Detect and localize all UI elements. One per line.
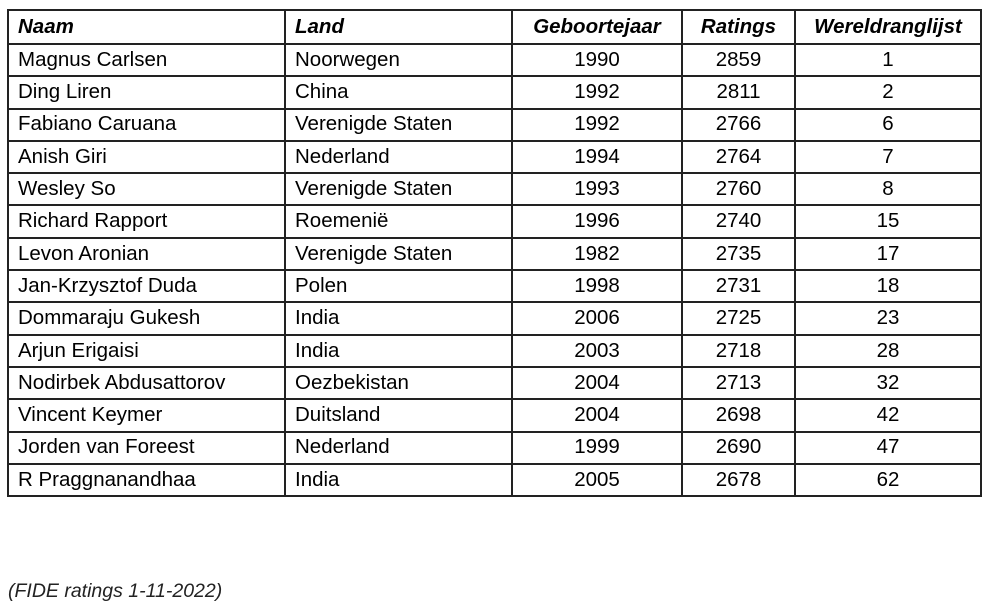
cell-wereldranglijst: 2 [794, 75, 982, 110]
table-row: Jan-Krzysztof Duda Polen 1998 2731 18 [7, 269, 982, 304]
cell-land: Duitsland [284, 398, 513, 433]
cell-rating: 2764 [681, 139, 796, 175]
table-row: Nodirbek Abdusattorov Oezbekistan 2004 2… [7, 365, 982, 401]
cell-land: China [284, 75, 513, 110]
cell-naam: Nodirbek Abdusattorov [7, 365, 286, 401]
cell-rating: 2735 [681, 236, 796, 272]
table-row: Anish Giri Nederland 1994 2764 7 [7, 139, 982, 175]
cell-wereldranglijst: 23 [794, 301, 982, 336]
cell-geboortejaar: 2004 [511, 365, 683, 401]
cell-rating: 2678 [681, 462, 796, 498]
cell-land: Nederland [284, 139, 513, 175]
cell-geboortejaar: 1990 [511, 42, 683, 78]
table-row: Wesley So Verenigde Staten 1993 2760 8 [7, 172, 982, 207]
cell-geboortejaar: 2003 [511, 333, 683, 368]
cell-rating: 2859 [681, 42, 796, 78]
cell-geboortejaar: 1992 [511, 75, 683, 110]
cell-land: Verenigde Staten [284, 107, 513, 142]
cell-wereldranglijst: 28 [794, 333, 982, 368]
cell-wereldranglijst: 32 [794, 365, 982, 401]
header-naam: Naam [7, 9, 286, 45]
cell-geboortejaar: 1998 [511, 269, 683, 304]
table-row: Vincent Keymer Duitsland 2004 2698 42 [7, 398, 982, 433]
cell-land: Verenigde Staten [284, 172, 513, 207]
header-geboortejaar: Geboortejaar [511, 9, 683, 45]
header-land: Land [284, 9, 513, 45]
cell-naam: Dommaraju Gukesh [7, 301, 286, 336]
cell-rating: 2766 [681, 107, 796, 142]
cell-naam: Levon Aronian [7, 236, 286, 272]
cell-naam: Arjun Erigaisi [7, 333, 286, 368]
cell-land: Oezbekistan [284, 365, 513, 401]
cell-rating: 2690 [681, 430, 796, 465]
cell-naam: Wesley So [7, 172, 286, 207]
cell-naam: Fabiano Caruana [7, 107, 286, 142]
cell-rating: 2713 [681, 365, 796, 401]
table-row: Jorden van Foreest Nederland 1999 2690 4… [7, 430, 982, 465]
cell-land: Roemenië [284, 204, 513, 239]
cell-rating: 2811 [681, 75, 796, 110]
cell-naam: Richard Rapport [7, 204, 286, 239]
cell-wereldranglijst: 42 [794, 398, 982, 433]
header-ratings: Ratings [681, 9, 796, 45]
table-row: Ding Liren China 1992 2811 2 [7, 75, 982, 110]
cell-naam: Vincent Keymer [7, 398, 286, 433]
ratings-table: Naam Land Geboortejaar Ratings Wereldran… [7, 9, 982, 498]
cell-rating: 2760 [681, 172, 796, 207]
cell-wereldranglijst: 18 [794, 269, 982, 304]
cell-wereldranglijst: 7 [794, 139, 982, 175]
cell-wereldranglijst: 15 [794, 204, 982, 239]
cell-naam: Anish Giri [7, 139, 286, 175]
cell-wereldranglijst: 47 [794, 430, 982, 465]
cell-naam: R Praggnanandhaa [7, 462, 286, 498]
cell-rating: 2718 [681, 333, 796, 368]
cell-naam: Jan-Krzysztof Duda [7, 269, 286, 304]
table-row: R Praggnanandhaa India 2005 2678 62 [7, 462, 982, 498]
header-wereldranglijst: Wereldranglijst [794, 9, 982, 45]
cell-geboortejaar: 1999 [511, 430, 683, 465]
cell-land: Nederland [284, 430, 513, 465]
cell-geboortejaar: 2004 [511, 398, 683, 433]
cell-rating: 2740 [681, 204, 796, 239]
header-row: Naam Land Geboortejaar Ratings Wereldran… [7, 9, 982, 45]
cell-land: Verenigde Staten [284, 236, 513, 272]
cell-geboortejaar: 1994 [511, 139, 683, 175]
cell-wereldranglijst: 8 [794, 172, 982, 207]
cell-wereldranglijst: 1 [794, 42, 982, 78]
cell-geboortejaar: 1982 [511, 236, 683, 272]
cell-rating: 2731 [681, 269, 796, 304]
cell-wereldranglijst: 6 [794, 107, 982, 142]
cell-rating: 2698 [681, 398, 796, 433]
table-row: Fabiano Caruana Verenigde Staten 1992 27… [7, 107, 982, 142]
table-row: Arjun Erigaisi India 2003 2718 28 [7, 333, 982, 368]
cell-naam: Ding Liren [7, 75, 286, 110]
cell-geboortejaar: 1996 [511, 204, 683, 239]
cell-naam: Magnus Carlsen [7, 42, 286, 78]
cell-rating: 2725 [681, 301, 796, 336]
table-row: Richard Rapport Roemenië 1996 2740 15 [7, 204, 982, 239]
cell-land: Noorwegen [284, 42, 513, 78]
cell-land: India [284, 333, 513, 368]
cell-geboortejaar: 2006 [511, 301, 683, 336]
cell-naam: Jorden van Foreest [7, 430, 286, 465]
table-row: Magnus Carlsen Noorwegen 1990 2859 1 [7, 42, 982, 78]
cell-land: India [284, 462, 513, 498]
footnote: (FIDE ratings 1-11-2022) [8, 580, 223, 602]
table-row: Levon Aronian Verenigde Staten 1982 2735… [7, 236, 982, 272]
cell-geboortejaar: 1993 [511, 172, 683, 207]
table-row: Dommaraju Gukesh India 2006 2725 23 [7, 301, 982, 336]
cell-land: Polen [284, 269, 513, 304]
cell-geboortejaar: 1992 [511, 107, 683, 142]
cell-wereldranglijst: 17 [794, 236, 982, 272]
cell-wereldranglijst: 62 [794, 462, 982, 498]
cell-geboortejaar: 2005 [511, 462, 683, 498]
cell-land: India [284, 301, 513, 336]
